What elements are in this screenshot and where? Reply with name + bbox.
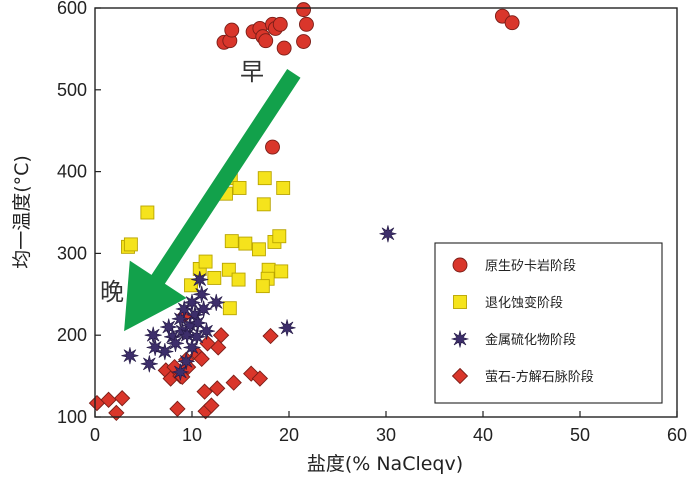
legend-item: 原生矽卡岩阶段 <box>452 257 576 274</box>
diamond-point <box>203 397 220 414</box>
legend-circle-icon <box>452 257 468 273</box>
legend-label: 萤石-方解石脉阶段 <box>485 369 594 385</box>
diamond-point <box>212 327 230 344</box>
legend-item: 萤石-方解石脉阶段 <box>451 367 594 385</box>
square-point <box>140 205 155 220</box>
diamond-point <box>193 350 210 368</box>
square-point <box>257 171 272 186</box>
diamond-point <box>251 370 269 387</box>
y-tick-label: 500 <box>57 80 87 100</box>
diamond-point <box>108 404 125 422</box>
star-point <box>193 285 211 303</box>
x-tick-label: 60 <box>667 425 687 445</box>
x-tick-label: 50 <box>570 425 590 445</box>
legend-label: 金属硫化物阶段 <box>485 332 576 348</box>
circle-point <box>296 34 311 49</box>
star-point <box>195 300 213 318</box>
series-square <box>121 171 291 316</box>
series-star <box>121 225 397 381</box>
annotation-early: 早 <box>240 58 264 86</box>
diamond-point <box>225 374 242 391</box>
square-point <box>184 278 198 293</box>
square-point <box>274 264 289 279</box>
y-tick-label: 100 <box>57 407 87 427</box>
star-point <box>121 347 139 365</box>
square-point <box>256 197 271 212</box>
square-point <box>232 181 247 195</box>
circle-point <box>504 15 520 31</box>
y-tick-label: 300 <box>57 243 87 263</box>
diamond-point <box>196 383 213 400</box>
diamond-point <box>88 394 106 412</box>
x-tick-label: 10 <box>182 425 202 445</box>
y-axis-title: 均一温度(°C) <box>11 155 33 269</box>
legend-square-icon <box>453 295 467 309</box>
square-point <box>198 254 213 269</box>
star-point <box>191 271 209 289</box>
y-tick-label: 400 <box>57 162 87 182</box>
star-point <box>144 326 162 344</box>
star-point <box>379 225 397 243</box>
diamond-point <box>114 390 131 407</box>
star-point <box>171 363 189 381</box>
star-point <box>278 319 296 337</box>
legend-star-icon <box>451 330 469 348</box>
circle-point <box>276 40 292 56</box>
trend-arrow <box>124 69 301 332</box>
square-point <box>276 181 291 195</box>
star-point <box>156 342 174 361</box>
square-point <box>255 279 270 294</box>
square-point <box>222 301 237 316</box>
legend-label: 退化蚀变阶段 <box>485 295 563 311</box>
circle-point <box>296 2 311 18</box>
circle-point <box>258 33 274 49</box>
diamond-point <box>169 400 186 417</box>
x-tick-label: 40 <box>473 425 493 445</box>
diamond-point <box>100 391 117 408</box>
legend-box <box>434 242 663 404</box>
x-tick-label: 30 <box>376 425 396 445</box>
square-point <box>123 237 138 252</box>
data-points <box>88 2 520 422</box>
circle-point <box>299 16 314 32</box>
circle-point <box>272 16 288 32</box>
diamond-point <box>262 327 279 345</box>
legend-label: 原生矽卡岩阶段 <box>485 259 576 274</box>
x-axis-title: 盐度(% NaCleqv) <box>307 453 463 475</box>
x-tick-label: 0 <box>90 425 100 445</box>
diamond-point <box>209 380 226 397</box>
circle-point <box>265 139 280 155</box>
series-circle <box>216 2 520 155</box>
star-point <box>140 355 158 373</box>
y-tick-label: 600 <box>57 0 87 18</box>
tick-labels: 0 10 20 30 40 50 60 100 200 300 400 500 600 <box>57 0 687 445</box>
star-point <box>177 352 195 370</box>
star-point <box>207 293 225 312</box>
square-point <box>251 242 266 257</box>
square-point <box>238 236 253 251</box>
legend-item: 金属硫化物阶段 <box>451 330 576 348</box>
x-tick-label: 20 <box>279 425 299 445</box>
annotations: 早 晚 <box>100 58 301 332</box>
y-tick-label: 200 <box>57 325 87 345</box>
legend-diamond-icon <box>451 367 469 385</box>
legend-item: 退化蚀变阶段 <box>453 295 563 311</box>
circle-point <box>224 22 240 38</box>
square-point <box>224 234 239 249</box>
square-point <box>207 270 222 285</box>
square-point <box>231 272 246 287</box>
star-point <box>197 322 216 340</box>
star-point <box>166 334 185 352</box>
axes <box>94 7 678 418</box>
square-point <box>272 229 287 244</box>
diamond-point <box>199 335 216 352</box>
annotation-late: 晚 <box>100 278 124 306</box>
series-diamond <box>88 307 279 422</box>
